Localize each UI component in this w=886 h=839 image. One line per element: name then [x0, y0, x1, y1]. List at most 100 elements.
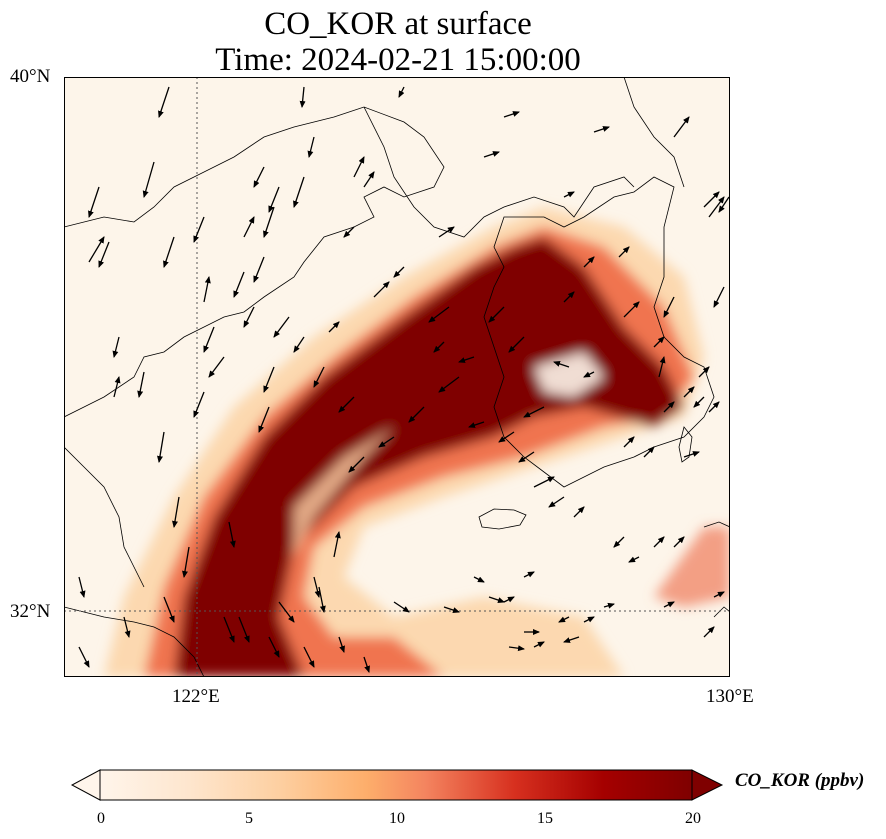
wind-arrow	[373, 281, 390, 298]
wind-arrow	[433, 341, 445, 353]
jeju-island	[478, 508, 527, 530]
colorbar-tick-20: 20	[685, 810, 701, 827]
wind-arrow	[718, 196, 730, 213]
wind-arrow	[318, 586, 326, 613]
wind-arrow	[583, 616, 595, 623]
wind-arrow	[703, 626, 715, 638]
wind-arrow	[348, 456, 365, 473]
wind-arrow	[233, 271, 245, 298]
tsushima-island	[678, 426, 693, 463]
wind-arrow	[498, 431, 515, 443]
wind-arrow	[393, 266, 405, 278]
coastlines	[64, 77, 730, 677]
wind-arrow	[313, 366, 325, 388]
wind-arrow	[623, 436, 635, 448]
wind-arrow	[523, 571, 535, 578]
shandong-coast-south	[64, 446, 145, 588]
wind-arrow	[673, 536, 685, 548]
wind-arrow	[653, 336, 665, 348]
wind-arrow	[428, 306, 450, 323]
wind-arrow	[488, 306, 505, 323]
wind-arrow	[208, 356, 225, 378]
wind-arrow	[473, 576, 485, 583]
wind-arrow	[483, 151, 500, 158]
co-concentration-field	[104, 207, 730, 677]
wind-arrow	[158, 86, 170, 118]
wind-arrow	[683, 386, 695, 398]
japan-kyushu	[703, 521, 730, 618]
wind-arrow	[163, 596, 175, 623]
lon-tick-130e: 130°E	[706, 686, 754, 707]
wind-arrow	[443, 606, 460, 613]
wind-arrow	[623, 301, 640, 318]
wind-arrow	[658, 356, 666, 378]
colorbar-tick-0: 0	[97, 810, 105, 827]
wind-arrow	[713, 286, 725, 308]
lat-tick-32n: 32°N	[10, 601, 51, 622]
wind-arrow	[303, 646, 315, 668]
wind-arrow	[88, 186, 100, 218]
korea-west-coast	[483, 176, 715, 488]
wind-arrow	[558, 616, 570, 623]
wind-arrow	[573, 506, 585, 518]
wind-arrow	[468, 421, 485, 428]
wind-arrow	[228, 521, 236, 548]
gridlines	[64, 77, 730, 677]
wind-arrow	[142, 161, 155, 198]
wind-arrow	[653, 536, 665, 548]
wind-arrow	[408, 406, 425, 423]
wind-arrow	[238, 616, 250, 643]
wind-arrow	[253, 166, 265, 188]
wind-arrow	[503, 596, 515, 603]
china-north-coast	[64, 106, 445, 418]
wind-arrow	[663, 296, 675, 318]
colorbar-tick-10: 10	[389, 810, 405, 827]
wind-arrow	[293, 176, 305, 208]
wind-arrow	[708, 196, 725, 218]
yangtze-coast	[64, 606, 205, 677]
wind-arrow	[182, 546, 190, 578]
wind-arrow	[533, 476, 555, 488]
plume-core	[174, 237, 684, 677]
wind-arrow	[683, 451, 700, 458]
wind-arrow	[363, 656, 370, 673]
colorbar-tick-5: 5	[245, 810, 253, 827]
wind-arrow	[693, 396, 705, 408]
wind-arrow	[563, 291, 575, 303]
wind-arrow	[112, 336, 120, 358]
wind-arrow	[258, 406, 270, 433]
wind-arrow	[203, 326, 215, 353]
wind-arrow	[163, 236, 175, 268]
colorbar	[70, 769, 724, 801]
wind-arrow	[703, 191, 720, 208]
wind-arrow	[713, 591, 725, 598]
wind-arrow	[172, 496, 180, 528]
wind-arrow	[363, 171, 375, 188]
wind-arrow	[157, 431, 165, 463]
plume-southeast-patch	[654, 527, 730, 607]
wind-arrow	[398, 86, 405, 98]
liaodong-peninsula	[363, 106, 635, 238]
lon-tick-122e: 122°E	[172, 686, 220, 707]
wind-arrow	[563, 636, 580, 643]
wind-arrow	[268, 186, 280, 213]
wind-arrow	[307, 136, 315, 158]
wind-arrow	[673, 116, 690, 138]
colorbar-label: CO_KOR (ppbv)	[735, 770, 865, 791]
wind-arrow	[708, 401, 720, 413]
wind-arrow	[343, 226, 355, 238]
wind-arrow	[583, 371, 595, 378]
wind-arrow	[313, 576, 321, 598]
plume-inner-gap	[294, 427, 394, 557]
wind-arrow	[223, 616, 235, 643]
map-time-subtitle: Time: 2024-02-21 15:00:00	[215, 42, 581, 78]
wind-arrow	[243, 306, 255, 328]
wind-arrow	[193, 391, 205, 418]
wind-arrow	[88, 236, 105, 263]
colorbar-tick-15: 15	[537, 810, 553, 827]
colorbar-extend-min	[70, 769, 101, 801]
wind-arrow	[508, 645, 525, 652]
wind-arrow	[548, 496, 565, 508]
wind-arrow	[293, 336, 305, 353]
wind-arrow	[618, 246, 630, 258]
